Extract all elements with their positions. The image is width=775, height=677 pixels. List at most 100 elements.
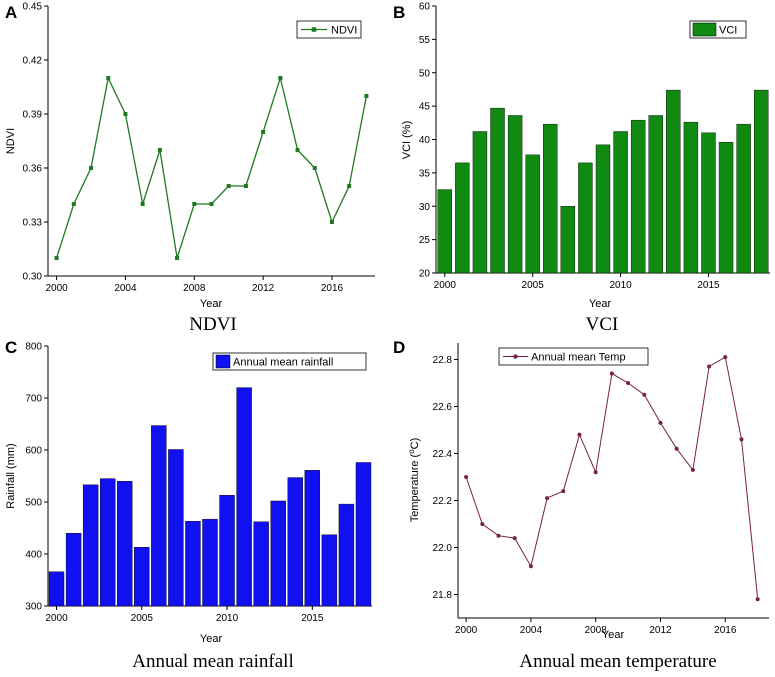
ndvi-x-tick-label: 2016 <box>321 283 344 294</box>
rainfall-bar-2007 <box>168 449 184 607</box>
rainfall-y-tick-label: 500 <box>25 498 42 509</box>
rainfall-y-tick-label: 700 <box>25 394 42 405</box>
vci-y-tick-label: 40 <box>419 135 431 146</box>
rainfall-bar-2000 <box>48 571 65 607</box>
panel-temperature: D 21.8 22.0 22.2 22.4 22.6 22.8 2000 2004 2008 20… <box>393 338 769 672</box>
rainfall-legend-swatch <box>215 354 231 369</box>
temp-x-tick-label: 2012 <box>649 625 672 636</box>
temp-point-2005 <box>545 496 550 501</box>
ndvi-caption: NDVI <box>189 314 237 335</box>
ndvi-point-2017 <box>347 184 352 188</box>
vci-y-tick-label: 25 <box>419 235 431 246</box>
ndvi-x-tick-label: 2012 <box>252 283 275 294</box>
panel-vci: B 20 25 30 35 40 45 50 55 60 2000 2005 2010 2015 VCI… <box>393 2 770 335</box>
vci-y-tick-label: 55 <box>419 35 431 46</box>
vci-y-tick-label: 45 <box>419 102 431 113</box>
rainfall-caption: Annual mean rainfall <box>132 651 293 672</box>
temp-point-2017 <box>739 437 744 442</box>
panel-letter-a: A <box>5 3 17 22</box>
temp-legend-box <box>498 347 649 366</box>
rainfall-bar-2013 <box>270 500 286 607</box>
temp-points <box>464 355 760 602</box>
ndvi-point-2014 <box>295 148 300 152</box>
ndvi-point-2005 <box>140 202 145 206</box>
vci-y-tick-label: 50 <box>419 68 431 79</box>
panel-letter-b: B <box>393 3 405 22</box>
vci-bar-2005 <box>525 154 540 274</box>
ndvi-point-2002 <box>89 166 94 170</box>
vci-y-tick-label: 35 <box>419 168 431 179</box>
vci-bar-2006 <box>543 123 558 274</box>
rainfall-bar-2009 <box>202 518 218 607</box>
vci-x-axis-title: Year <box>589 298 612 310</box>
vci-bar-2014 <box>683 121 699 274</box>
vci-bar-2003 <box>490 107 505 274</box>
vci-bar-2008 <box>578 162 593 274</box>
temp-y-axis-title: Temperature (oC) <box>407 438 421 523</box>
rainfall-y-tick-label: 300 <box>25 602 42 613</box>
vci-bar-2011 <box>630 119 646 274</box>
ndvi-point-2013 <box>278 76 283 80</box>
temp-point-2006 <box>561 489 566 494</box>
vci-bar-2018 <box>754 89 769 274</box>
temp-point-2009 <box>609 371 614 376</box>
temp-x-tick-label: 2008 <box>585 625 608 636</box>
rainfall-bar-2012 <box>253 521 269 607</box>
ndvi-y-tick-label: 0.45 <box>23 2 43 13</box>
temp-x-tick-label: 2004 <box>520 625 543 636</box>
ndvi-x-tick-label: 2000 <box>45 283 68 294</box>
rainfall-bar-2018 <box>355 462 372 607</box>
vci-legend: VCI <box>689 20 747 39</box>
panel-letter-c: C <box>5 338 17 357</box>
rainfall-legend: Annual mean rainfall <box>212 352 367 371</box>
ndvi-y-axis-title: NDVI <box>5 128 17 154</box>
ndvi-legend-label: NDVI <box>331 25 357 37</box>
rainfall-bar-2001 <box>65 533 82 607</box>
rainfall-bar-2014 <box>287 477 303 607</box>
vci-bars <box>437 89 769 274</box>
rainfall-y-axis-title: Rainfall (mm) <box>5 443 17 508</box>
ndvi-point-2012 <box>261 130 266 134</box>
ndvi-x-tick-label: 2004 <box>114 283 137 294</box>
rainfall-x-tick-label: 2000 <box>45 613 68 624</box>
temp-point-2001 <box>480 521 485 526</box>
vci-x-tick-label: 2015 <box>697 280 720 291</box>
vci-x-tick-label: 2000 <box>434 280 457 291</box>
ndvi-y-tick-label: 0.42 <box>23 56 43 67</box>
ndvi-y-tick-label: 0.39 <box>23 110 43 121</box>
vci-y-tick-label: 60 <box>419 2 431 13</box>
ndvi-point-2016 <box>329 220 334 224</box>
temp-y-tick-label: 21.8 <box>433 590 453 601</box>
rainfall-bar-2015 <box>304 470 321 607</box>
rainfall-legend-box <box>212 352 367 371</box>
temp-legend-marker <box>513 354 518 359</box>
ndvi-point-2010 <box>226 184 231 188</box>
ndvi-point-2000 <box>54 256 59 260</box>
ndvi-point-2018 <box>364 94 369 98</box>
rainfall-bar-2004 <box>117 481 133 607</box>
rainfall-y-tick-label: 400 <box>25 550 42 561</box>
rainfall-y-tick-label: 600 <box>25 446 42 457</box>
temp-y-tick-label: 22.0 <box>433 543 453 554</box>
temp-point-2016 <box>723 355 728 360</box>
rainfall-bars <box>48 387 372 607</box>
rainfall-ticks: 300 400 500 600 700 800 2000 2005 2010 2015 <box>25 342 324 625</box>
ndvi-x-axis-title: Year <box>200 298 223 310</box>
ndvi-point-2004 <box>123 112 128 116</box>
vci-ticks: 20 25 30 35 40 45 50 55 60 2000 2005 2010 2015 <box>419 2 720 292</box>
temp-point-2002 <box>496 533 501 538</box>
temp-point-2004 <box>528 564 533 569</box>
temp-legend-label: Annual mean Temp <box>531 352 626 364</box>
temp-y-axis-title-unit: C) <box>409 438 421 450</box>
rainfall-x-tick-label: 2005 <box>131 613 154 624</box>
vci-bar-2007 <box>560 206 576 274</box>
vci-bar-2009 <box>595 144 611 274</box>
rainfall-bar-2006 <box>151 425 167 607</box>
temp-x-tick-label: 2000 <box>455 625 478 636</box>
rainfall-legend-label: Annual mean rainfall <box>233 357 333 369</box>
vci-y-axis-title: VCI (%) <box>401 121 413 160</box>
temp-point-2007 <box>577 432 582 437</box>
ndvi-point-2011 <box>243 184 248 188</box>
temp-point-2010 <box>626 380 631 385</box>
